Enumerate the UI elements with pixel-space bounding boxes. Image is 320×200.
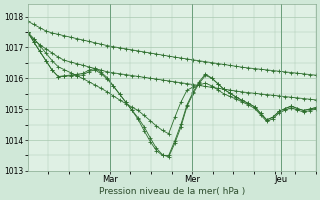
X-axis label: Pression niveau de la mer( hPa ): Pression niveau de la mer( hPa ) (99, 187, 245, 196)
